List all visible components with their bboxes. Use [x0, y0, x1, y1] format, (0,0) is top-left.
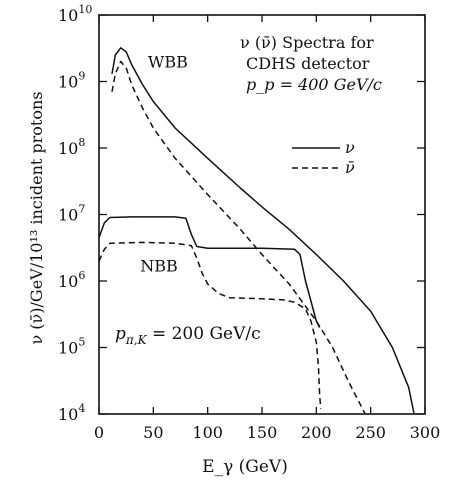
chart-title-line-1: ν (ν̄) Spectra for [240, 33, 374, 52]
x-tick-label: 250 [355, 423, 386, 442]
y-tick-label: 108 [58, 136, 85, 158]
legend-nubar-label: ν̄ [345, 158, 355, 177]
y-tick-label: 105 [58, 336, 85, 358]
x-tick-label: 100 [192, 423, 223, 442]
y-axis-label: ν (ν̄)/GeV/10¹³ incident protons [27, 91, 46, 344]
y-tick-label: 109 [58, 70, 85, 92]
series-wbb-dashed-line [112, 62, 365, 415]
x-tick-label: 50 [143, 423, 163, 442]
x-tick-label: 300 [410, 423, 441, 442]
y-tick-label: 104 [58, 402, 85, 424]
annotation-p-subscript: π,K [125, 333, 148, 347]
series-wbb-solid-line [112, 48, 414, 414]
series-layer [99, 48, 414, 414]
annotation-wbb: WBB [148, 52, 188, 71]
annotation-p-pi-k: pπ,K = 200 GeV/c [115, 324, 261, 347]
legend: ν ν̄ [292, 138, 355, 177]
y-tick-label: 106 [58, 269, 85, 291]
y-tick-label: 107 [58, 203, 85, 225]
legend-nu-label: ν [345, 138, 355, 157]
x-tick-label: 0 [94, 423, 104, 442]
x-tick-label: 200 [301, 423, 332, 442]
x-axis-label: E_γ (GeV) [202, 457, 288, 477]
chart-title-line-3: p_p = 400 GeV/c [246, 75, 382, 94]
annotation-p-rest: = 200 GeV/c [147, 324, 261, 344]
series-nbb-solid-line [99, 217, 320, 328]
annotation-nbb: NBB [140, 257, 178, 276]
y-tick-label: 1010 [58, 3, 92, 25]
chart-title-line-2: CDHS detector [246, 54, 370, 73]
annotation-p-base: p [115, 324, 126, 344]
x-tick-label: 150 [247, 423, 278, 442]
